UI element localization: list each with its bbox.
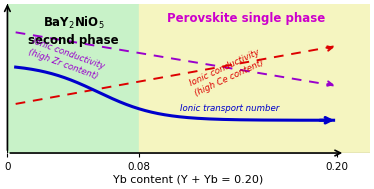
Text: Ionic conductivity
(high Zr content): Ionic conductivity (high Zr content) [27,37,105,82]
Text: BaY$_2$NiO$_5$: BaY$_2$NiO$_5$ [43,15,104,31]
Text: Ionic transport number: Ionic transport number [180,104,280,113]
Bar [7,4,139,153]
Text: Ionic conductivity
(high Ce content): Ionic conductivity (high Ce content) [188,47,266,98]
Text: second phase: second phase [28,34,119,47]
Text: Perovskite single phase: Perovskite single phase [167,12,325,25]
Bar [139,4,370,153]
X-axis label: Yb content (Y + Yb = 0.20): Yb content (Y + Yb = 0.20) [113,175,264,185]
